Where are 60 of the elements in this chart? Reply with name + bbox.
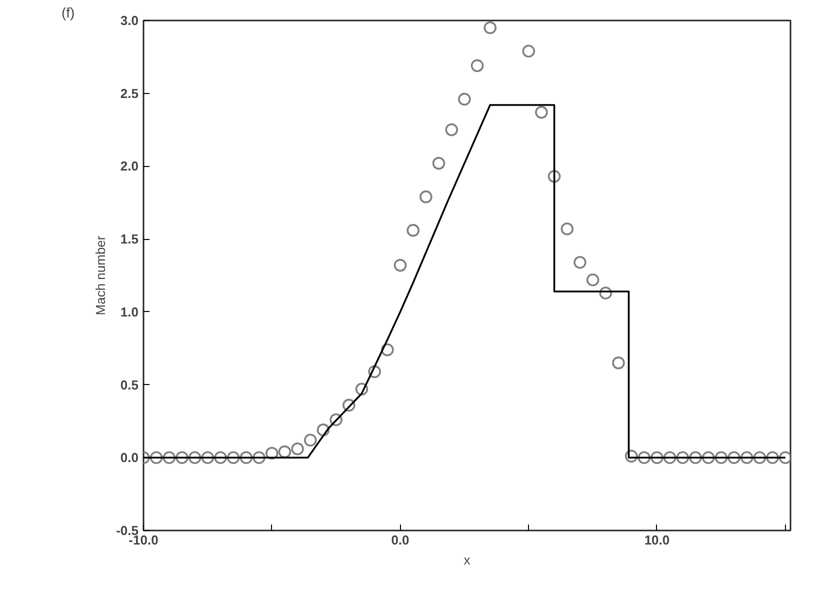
- point: [226, 451, 240, 464]
- point: [753, 451, 766, 464]
- point: [381, 343, 394, 356]
- point: [778, 451, 790, 464]
- point: [728, 451, 740, 464]
- point: [702, 451, 715, 464]
- point: [714, 451, 728, 464]
- point: [316, 424, 330, 436]
- point: [599, 286, 612, 300]
- point: [150, 451, 163, 464]
- point: [214, 451, 227, 464]
- point: [394, 258, 407, 272]
- y-tick-label: 0.5: [120, 377, 139, 392]
- point: [663, 451, 676, 464]
- point: [304, 434, 317, 447]
- point: [355, 382, 368, 396]
- point: [176, 451, 188, 464]
- point: [470, 59, 484, 72]
- y-tick-label: 2.0: [120, 158, 139, 174]
- point: [586, 273, 600, 286]
- point: [240, 451, 253, 464]
- point: [612, 356, 625, 370]
- point: [445, 123, 458, 136]
- point: [265, 446, 278, 460]
- point: [689, 451, 702, 464]
- point: [535, 106, 548, 119]
- y-tick-label: 2.5: [120, 86, 139, 101]
- point: [420, 190, 432, 204]
- point: [291, 442, 304, 456]
- point: [484, 21, 497, 34]
- point: [201, 451, 214, 464]
- point: [676, 451, 690, 464]
- point: [278, 445, 292, 458]
- point: [766, 451, 779, 464]
- point: [624, 450, 638, 463]
- point: [252, 451, 266, 464]
- point: [740, 451, 754, 464]
- point: [458, 92, 471, 106]
- point: [560, 222, 574, 236]
- x-tick-label: 10.0: [644, 532, 670, 548]
- y-tick-label: 3.0: [120, 13, 139, 28]
- text: (f): [62, 4, 75, 20]
- x-axis-title: x: [464, 552, 471, 568]
- point: [188, 451, 202, 464]
- y-tick-label: 1.0: [120, 304, 139, 320]
- x-tick-label: 0.0: [391, 532, 410, 548]
- point: [330, 413, 342, 426]
- point: [548, 170, 561, 183]
- y-tick-label: 1.5: [120, 232, 139, 247]
- y-tick-label: 0.0: [120, 450, 139, 466]
- point: [342, 398, 356, 412]
- point: [574, 256, 586, 269]
- point: [162, 451, 176, 464]
- point: [638, 451, 651, 464]
- point: [368, 365, 381, 378]
- y-axis-title: Mach number: [93, 235, 108, 316]
- point: [650, 451, 664, 464]
- point: [522, 44, 536, 58]
- point: [432, 156, 446, 170]
- point: [406, 224, 420, 237]
